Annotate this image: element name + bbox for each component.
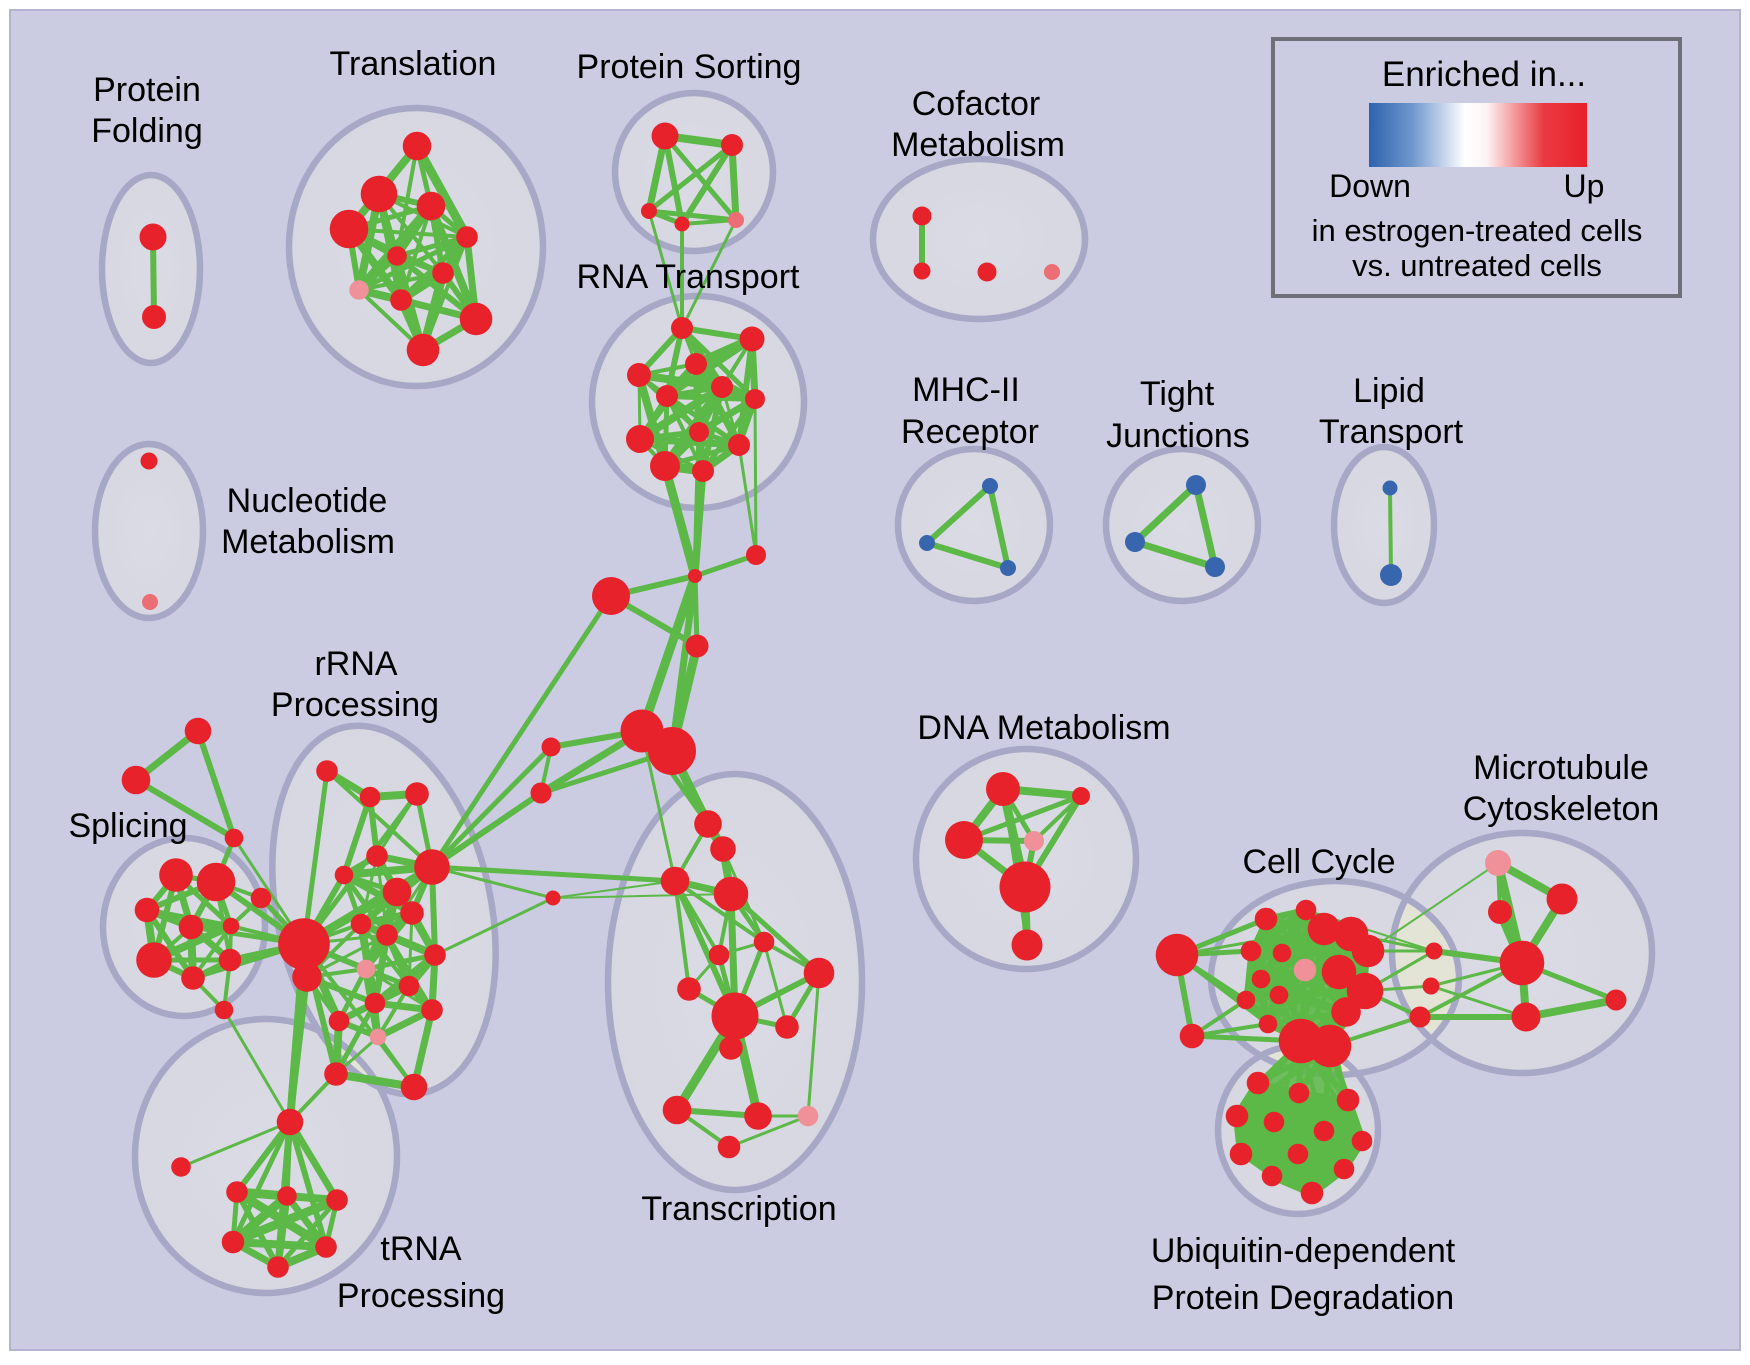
svg-text:tRNA: tRNA bbox=[380, 1230, 462, 1268]
svg-text:Tight: Tight bbox=[1140, 375, 1215, 413]
svg-text:Protein Degradation: Protein Degradation bbox=[1152, 1279, 1454, 1317]
svg-text:DNA Metabolism: DNA Metabolism bbox=[917, 709, 1170, 747]
svg-text:Folding: Folding bbox=[91, 112, 203, 150]
svg-text:Down: Down bbox=[1329, 168, 1411, 204]
svg-text:Cell Cycle: Cell Cycle bbox=[1242, 843, 1395, 881]
svg-text:Ubiquitin-dependent: Ubiquitin-dependent bbox=[1151, 1232, 1456, 1270]
svg-text:rRNA: rRNA bbox=[314, 645, 397, 683]
svg-text:vs. untreated cells: vs. untreated cells bbox=[1352, 248, 1602, 283]
svg-text:Splicing: Splicing bbox=[68, 807, 187, 845]
svg-text:Junctions: Junctions bbox=[1106, 417, 1250, 455]
svg-text:Protein: Protein bbox=[93, 71, 201, 109]
svg-text:Translation: Translation bbox=[330, 45, 497, 83]
svg-text:Processing: Processing bbox=[271, 686, 439, 724]
svg-text:Metabolism: Metabolism bbox=[891, 126, 1065, 164]
svg-text:Microtubule: Microtubule bbox=[1473, 749, 1649, 787]
svg-text:Receptor: Receptor bbox=[901, 413, 1039, 451]
svg-text:Processing: Processing bbox=[337, 1277, 505, 1315]
svg-text:RNA Transport: RNA Transport bbox=[577, 258, 801, 296]
svg-text:in estrogen-treated cells: in estrogen-treated cells bbox=[1312, 213, 1643, 248]
svg-text:Metabolism: Metabolism bbox=[221, 523, 395, 561]
svg-text:Nucleotide: Nucleotide bbox=[227, 482, 388, 520]
svg-text:Protein Sorting: Protein Sorting bbox=[577, 48, 802, 86]
svg-text:Transport: Transport bbox=[1319, 413, 1464, 451]
svg-text:Up: Up bbox=[1564, 168, 1605, 204]
svg-text:Lipid: Lipid bbox=[1353, 372, 1425, 410]
svg-text:Enriched in...: Enriched in... bbox=[1382, 55, 1586, 94]
svg-text:Cytoskeleton: Cytoskeleton bbox=[1463, 790, 1660, 828]
svg-text:MHC-II: MHC-II bbox=[912, 371, 1020, 409]
svg-text:Transcription: Transcription bbox=[641, 1190, 836, 1228]
svg-text:Cofactor: Cofactor bbox=[912, 85, 1041, 123]
